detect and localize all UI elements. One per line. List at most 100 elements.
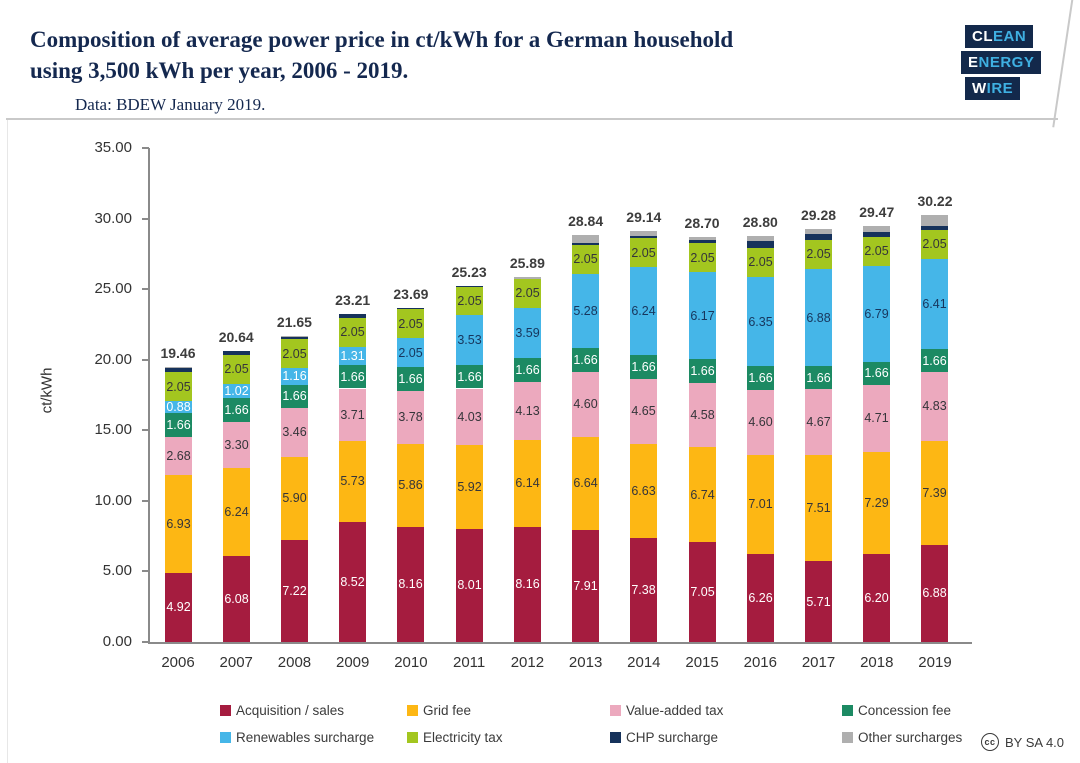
bar-segment-value: 1.02 (224, 383, 249, 398)
bar-segment-concession-fee: 1.66 (456, 365, 483, 389)
bar-segment-value: 3.59 (515, 326, 540, 341)
license-badge: cc BY SA 4.0 (981, 733, 1064, 751)
bar-segment-grid-fee: 7.51 (805, 455, 832, 562)
bar-total-label: 28.84 (568, 212, 604, 229)
bar-segment-value: 1.66 (282, 389, 307, 404)
y-axis-line (148, 148, 150, 642)
y-axis-tick (142, 147, 149, 149)
x-axis-tick-label: 2018 (860, 654, 894, 671)
bar-segment-acquisition-sales: 6.88 (921, 544, 948, 642)
bar-segment-renewables-surcharge: 1.31 (339, 346, 366, 366)
legend-label: CHP surcharge (626, 730, 719, 745)
bar-segment-value: 2.05 (573, 252, 598, 267)
bar-segment-value: 8.52 (340, 574, 365, 589)
y-axis-title: ct/kWh (38, 367, 56, 414)
bar-segment-electricity-tax: 2.05 (165, 372, 192, 402)
bar-segment-value: 4.67 (806, 415, 831, 430)
bar-segment-value: 6.20 (864, 591, 889, 606)
bar-segment-value: 4.92 (166, 600, 191, 615)
x-axis-tick-label: 2013 (568, 654, 603, 671)
bar-segment-chp-surcharge (397, 307, 424, 310)
x-axis-tick-label: 2016 (743, 654, 777, 671)
bar-segment-electricity-tax: 2.05 (689, 243, 716, 273)
bar-segment-value: 7.39 (922, 485, 947, 500)
bar-segment-value: 6.64 (573, 476, 598, 491)
bar-segment-value: 4.60 (573, 397, 598, 412)
bar-segment-renewables-surcharge: 3.53 (456, 315, 483, 366)
bar-segment-value-added-tax: 4.13 (514, 381, 541, 441)
bar-segment-concession-fee: 1.66 (165, 413, 192, 437)
bar-segment-value-added-tax: 3.78 (397, 390, 424, 445)
bar-segment-chp-surcharge (689, 239, 716, 244)
y-axis-tick (142, 641, 149, 643)
bar-segment-value: 7.51 (806, 501, 831, 516)
legend-item-acquisition-sales: Acquisition / sales (220, 703, 344, 718)
bar-segment-value-added-tax: 4.67 (805, 389, 832, 456)
legend-swatch-value-added-tax (610, 705, 621, 716)
bar-segment-renewables-surcharge: 6.41 (921, 258, 948, 349)
bar-segment-renewables-surcharge: 1.16 (281, 368, 308, 385)
logo-line-wire: WIRE (965, 77, 1021, 100)
bar-segment-grid-fee: 5.73 (339, 440, 366, 522)
bar-segment-value: 5.28 (573, 304, 598, 318)
bar-segment-value: 0.88 (166, 400, 191, 415)
bar-segment-grid-fee: 6.74 (689, 447, 716, 543)
bar-segment-value: 8.01 (457, 578, 482, 593)
bar-segment-value: 4.71 (864, 411, 889, 426)
bar-segment-value: 3.46 (282, 425, 307, 440)
bar-segment-grid-fee: 6.24 (223, 468, 250, 557)
legend-swatch-grid-fee (407, 705, 418, 716)
bar-segment-concession-fee: 1.66 (630, 355, 657, 379)
bar-segment-value: 4.65 (631, 404, 656, 419)
bar-segment-acquisition-sales: 6.20 (863, 554, 890, 642)
bar-segment-other-surcharges (921, 215, 948, 226)
legend-item-renewables-surcharge: Renewables surcharge (220, 730, 374, 745)
bar-segment-value: 4.83 (922, 399, 947, 414)
x-axis-tick-label: 2015 (685, 654, 719, 671)
bar-segment-concession-fee: 1.66 (863, 361, 890, 386)
y-axis-tick-label: 10.00 (94, 491, 132, 509)
bar-segment-value: 7.38 (631, 582, 656, 597)
y-axis-tick-label: 35.00 (94, 139, 132, 156)
bar-total-label: 29.47 (859, 204, 895, 221)
bar-segment-renewables-surcharge: 2.05 (397, 338, 424, 368)
y-axis-tick-label: 15.00 (94, 421, 132, 439)
legend-item-grid-fee: Grid fee (407, 703, 471, 718)
bar-segment-value: 4.03 (457, 409, 482, 424)
bar-segment-value-added-tax: 4.58 (689, 382, 716, 448)
title-line-2: using 3,500 kWh per year, 2006 - 2019. (30, 58, 409, 83)
y-axis-tick-label: 5.00 (102, 562, 132, 580)
x-axis-tick-label: 2011 (453, 654, 486, 671)
bar-segment-value: 4.58 (690, 408, 715, 423)
bar-segment-electricity-tax: 2.05 (747, 247, 774, 277)
bar-segment-value: 7.22 (282, 584, 307, 599)
bar-segment-value: 2.05 (398, 345, 423, 360)
bar-segment-value: 5.90 (282, 491, 307, 506)
bar-segment-value: 6.79 (864, 306, 889, 321)
bar-segment-value: 1.66 (224, 402, 249, 417)
bar-segment-grid-fee: 7.01 (747, 454, 774, 554)
bar-total-label: 20.64 (218, 328, 254, 345)
bar-segment-value-added-tax: 4.03 (456, 388, 483, 446)
bar-segment-value: 6.93 (166, 516, 191, 531)
header-divider (6, 118, 1058, 120)
x-axis-tick-label: 2014 (627, 654, 661, 671)
bar-segment-value: 2.05 (398, 316, 423, 331)
bar-segment-grid-fee: 5.90 (281, 456, 308, 541)
bar-segment-renewables-surcharge: 6.35 (747, 276, 774, 367)
bar-segment-value: 5.71 (806, 594, 831, 609)
bar-segment-concession-fee: 1.66 (689, 359, 716, 383)
logo-line-clean: CLEAN (965, 25, 1034, 48)
bar-segment-other-surcharges (747, 235, 774, 242)
bar-segment-grid-fee: 6.63 (630, 444, 657, 538)
y-axis-tick (142, 570, 149, 573)
y-axis-tick (142, 217, 149, 220)
bar-segment-grid-fee: 7.29 (863, 451, 890, 555)
bar-segment-value: 1.66 (631, 359, 656, 374)
bar-segment-grid-fee: 7.39 (921, 440, 948, 545)
y-axis-tick (142, 499, 149, 502)
bar-segment-renewables-surcharge: 6.24 (630, 267, 657, 356)
bar-segment-value: 2.05 (922, 237, 947, 252)
bar-total-label: 28.70 (684, 214, 720, 231)
bar-segment-renewables-surcharge: 6.88 (805, 268, 832, 367)
